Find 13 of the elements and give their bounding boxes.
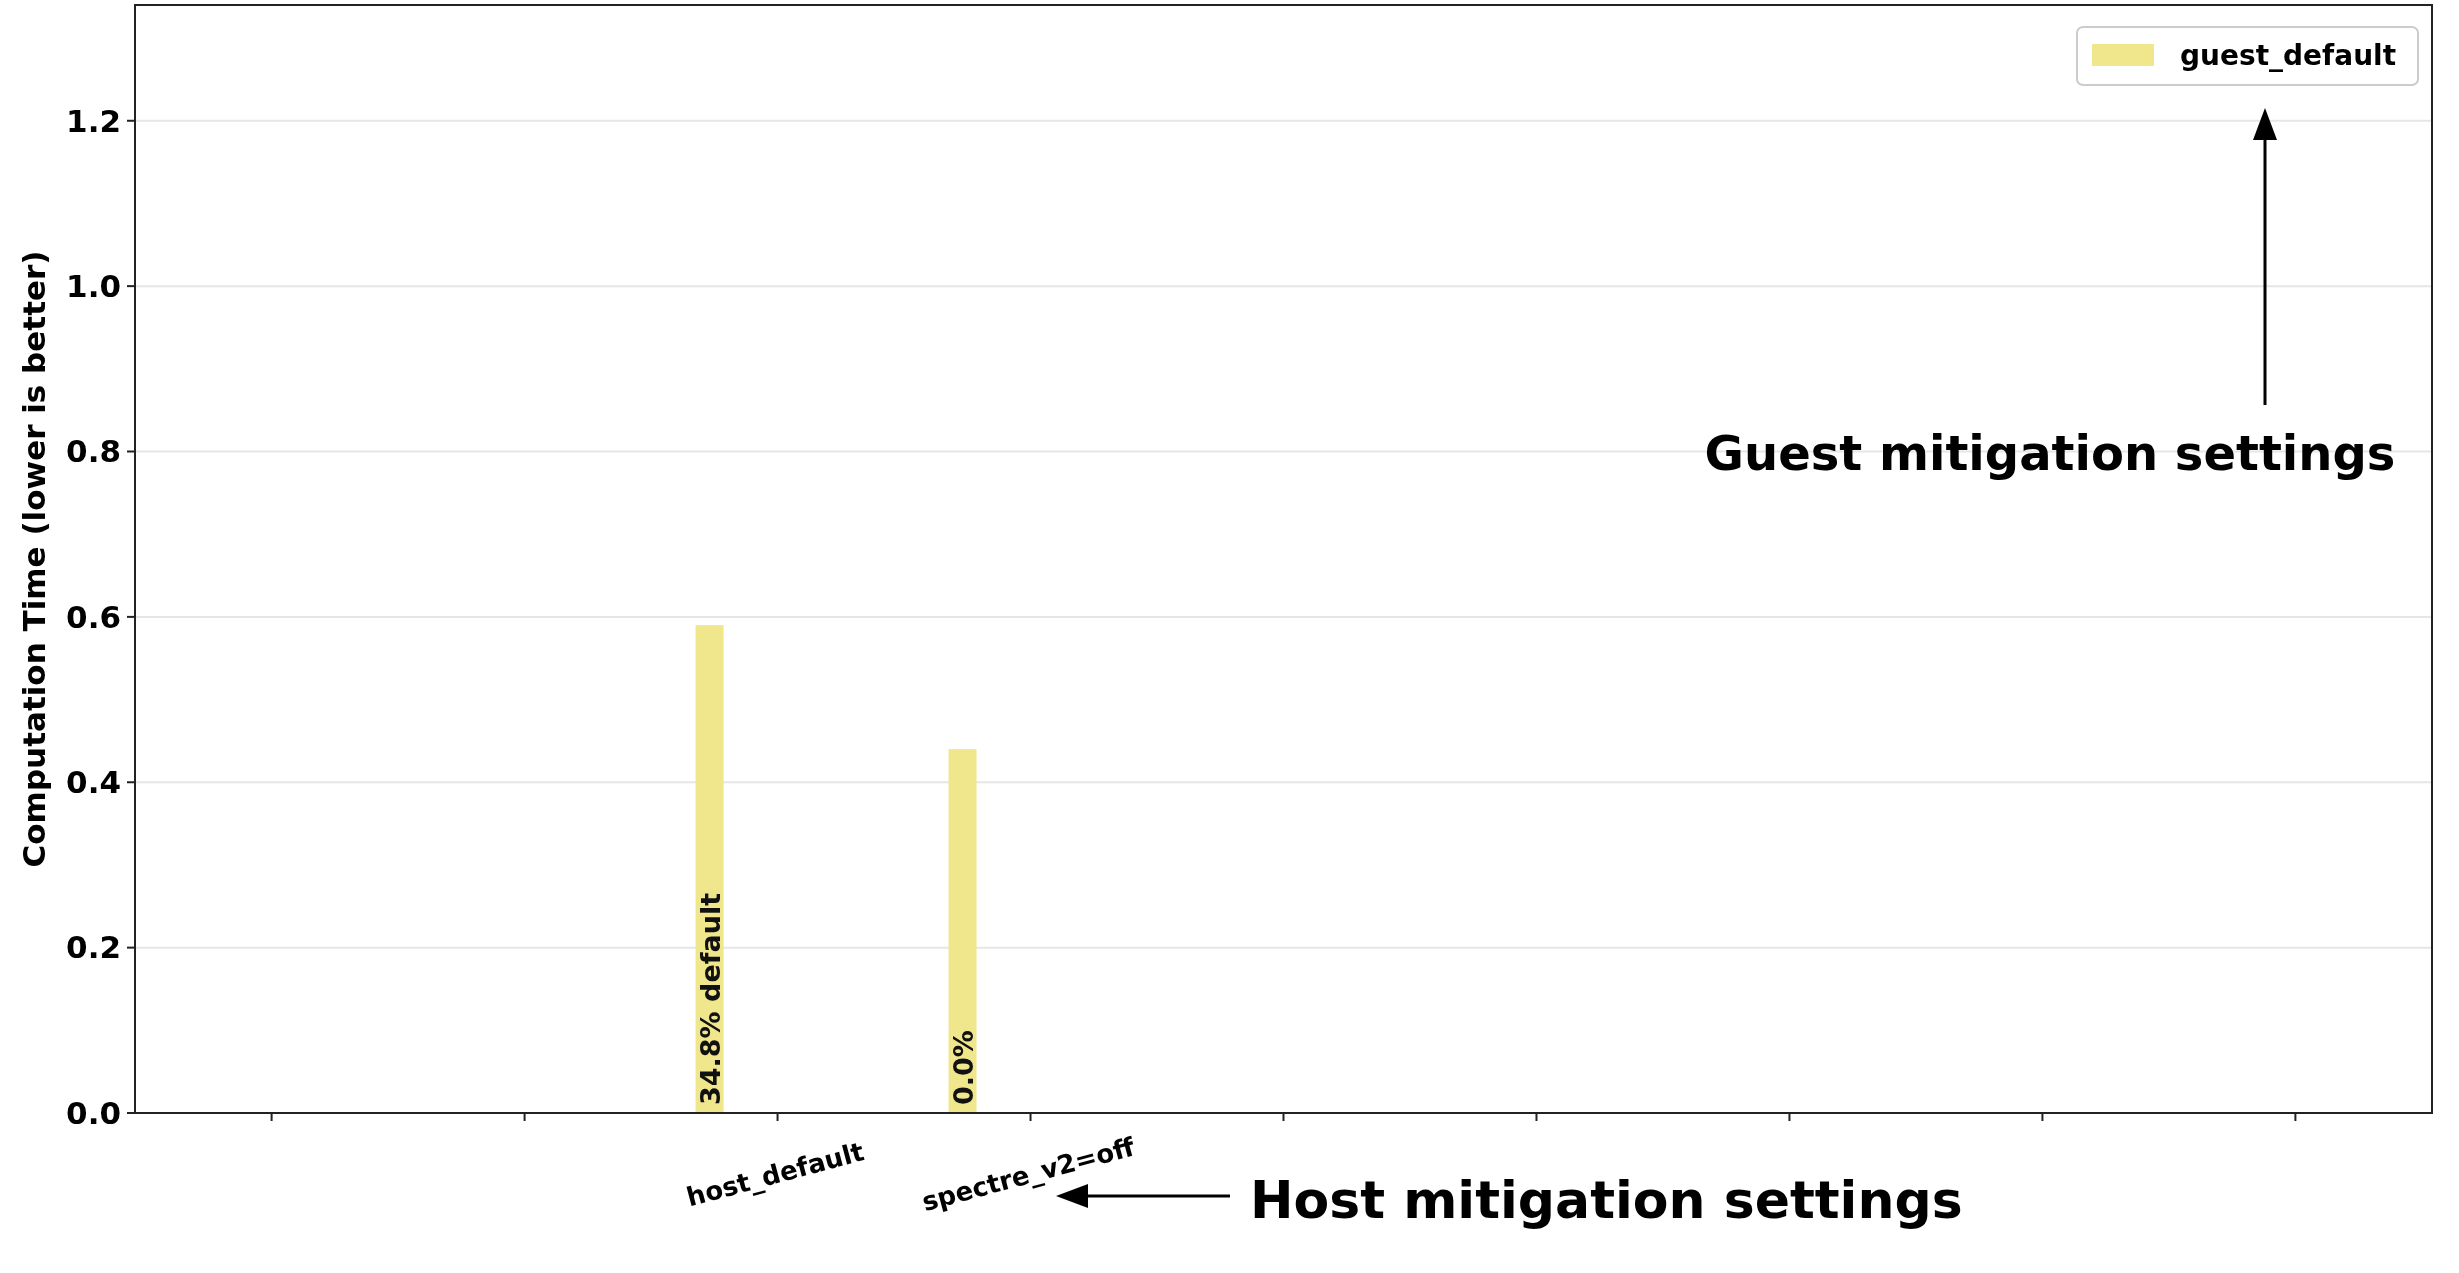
y-tick-label: 1.0 (66, 267, 121, 304)
y-tick-label: 0.0 (66, 1094, 121, 1131)
text: Host mitigation settings (1250, 1170, 1963, 1231)
annotation: 34.8% default (694, 892, 726, 1105)
annotation: Guest mitigation settings (1704, 424, 2396, 481)
y-tick-label: 0.2 (66, 929, 121, 966)
annotation: 0.0% (947, 1030, 979, 1105)
y-tick-label: 0.6 (66, 598, 121, 635)
y-tick-label: 1.2 (66, 102, 121, 139)
y-axis-title: Computation Time (lower is better) (16, 250, 52, 868)
legend-label: guest_default (2180, 38, 2397, 72)
y-tick-label: 0.4 (66, 764, 121, 801)
y-tick-label: 0.8 (66, 433, 121, 470)
